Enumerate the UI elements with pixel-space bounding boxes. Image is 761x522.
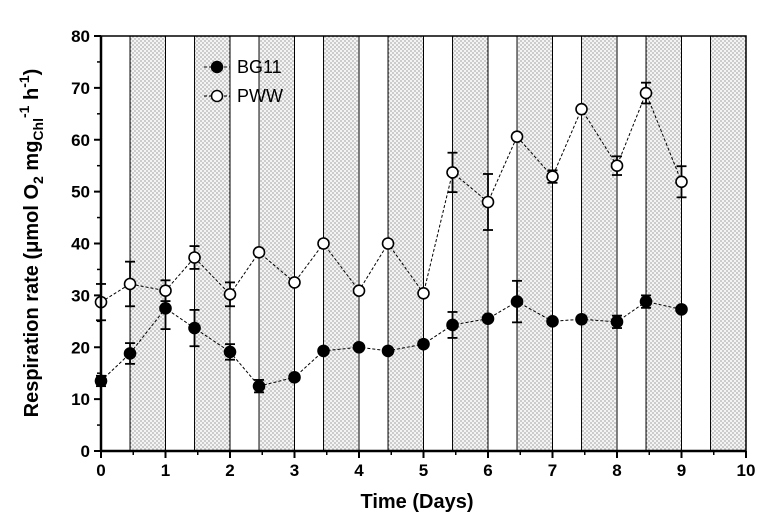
x-tick-label-0: 0 <box>96 461 105 480</box>
point-bg11-16 <box>610 315 624 329</box>
point-bg11-13 <box>510 295 524 308</box>
y-title-close: ) <box>21 69 43 76</box>
point-bg11-7 <box>317 344 330 358</box>
legend: BG11 PWW <box>204 57 283 106</box>
point-pww-11 <box>446 166 459 179</box>
y-title-unit-h: h <box>21 88 43 106</box>
point-bg11-3 <box>188 321 201 335</box>
point-bg11-14 <box>546 315 559 328</box>
dark-band-0 <box>130 36 166 451</box>
x-tick-label-5: 5 <box>419 461 428 480</box>
point-pww-6 <box>288 276 301 289</box>
legend-pww-label: PWW <box>237 86 283 106</box>
point-bg11-1 <box>123 347 137 360</box>
y-tick-label-1: 10 <box>71 390 90 409</box>
y-tick-label-0: 0 <box>81 442 90 461</box>
legend-bg11-label: BG11 <box>237 57 282 77</box>
point-bg11-17 <box>639 295 653 308</box>
x-tick-label-3: 3 <box>290 461 299 480</box>
dark-band-7 <box>581 36 617 451</box>
data-markers <box>94 86 688 393</box>
point-bg11-11 <box>446 318 459 332</box>
y-axis-title: Respiration rate (μmol O2 mgChl-1 h-1) <box>16 69 46 418</box>
point-pww-8 <box>352 284 366 298</box>
point-bg11-5 <box>252 379 266 393</box>
dark-band-5 <box>452 36 488 451</box>
x-tick-label-7: 7 <box>548 461 557 480</box>
point-bg11-15 <box>575 312 588 326</box>
x-tick-label-6: 6 <box>483 461 492 480</box>
dark-band-6 <box>517 36 553 451</box>
y-tick-label-6: 60 <box>71 131 90 150</box>
y-tick-label-5: 50 <box>71 183 90 202</box>
y-tick-label-3: 30 <box>71 286 90 305</box>
tick-labels: 0 1 2 3 4 5 6 7 8 9 10 0 10 20 30 40 50 60 70 80 <box>71 27 755 480</box>
y-title-main: Respiration rate ( <box>21 253 43 418</box>
x-tick-label-1: 1 <box>161 461 170 480</box>
x-tick-label-10: 10 <box>737 461 756 480</box>
y-title-sub-2: 2 <box>30 176 46 184</box>
point-pww-1 <box>123 277 137 291</box>
point-pww-15 <box>575 102 588 116</box>
point-bg11-9 <box>381 344 395 358</box>
x-tick-label-4: 4 <box>354 461 364 480</box>
y-title-sup-1b: -1 <box>16 75 32 88</box>
y-title-unit-a: mol O <box>21 184 43 241</box>
legend-pww-marker <box>210 89 224 103</box>
dark-band-1 <box>194 36 230 451</box>
dark-band-8 <box>646 36 682 451</box>
y-title-mu: μ <box>21 241 43 253</box>
y-title-sup-1: -1 <box>16 105 32 118</box>
point-pww-7 <box>317 237 330 250</box>
point-pww-2 <box>159 284 172 298</box>
y-title-unit-b: mg <box>21 141 43 177</box>
x-axis-title: Time (Days) <box>360 491 473 513</box>
x-tick-label-2: 2 <box>225 461 234 480</box>
point-bg11-10 <box>417 337 430 351</box>
point-pww-4 <box>223 288 237 301</box>
y-title-sub-chl: Chl <box>30 118 46 141</box>
x-tick-label-8: 8 <box>612 461 621 480</box>
x-tick-label-9: 9 <box>677 461 686 480</box>
point-pww-17 <box>639 86 653 100</box>
point-bg11-2 <box>159 302 172 315</box>
point-pww-16 <box>610 159 624 172</box>
point-pww-5 <box>252 246 266 259</box>
point-pww-12 <box>481 195 495 209</box>
y-tick-label-7: 70 <box>71 79 90 98</box>
point-pww-3 <box>188 251 201 264</box>
point-pww-9 <box>381 237 395 250</box>
point-pww-10 <box>417 286 430 300</box>
legend-bg11-marker <box>210 60 224 74</box>
dark-band-2 <box>259 36 295 451</box>
point-pww-14 <box>546 170 559 183</box>
point-pww-18 <box>675 175 688 189</box>
point-pww-13 <box>510 130 524 143</box>
point-bg11-12 <box>481 312 495 326</box>
point-bg11-8 <box>352 340 366 354</box>
y-tick-label-2: 20 <box>71 338 90 357</box>
point-bg11-4 <box>223 345 237 359</box>
y-tick-label-8: 80 <box>71 27 90 46</box>
point-bg11-6 <box>288 371 301 384</box>
dark-band-9 <box>710 36 746 451</box>
y-tick-label-4: 40 <box>71 235 90 254</box>
point-bg11-18 <box>675 303 688 316</box>
